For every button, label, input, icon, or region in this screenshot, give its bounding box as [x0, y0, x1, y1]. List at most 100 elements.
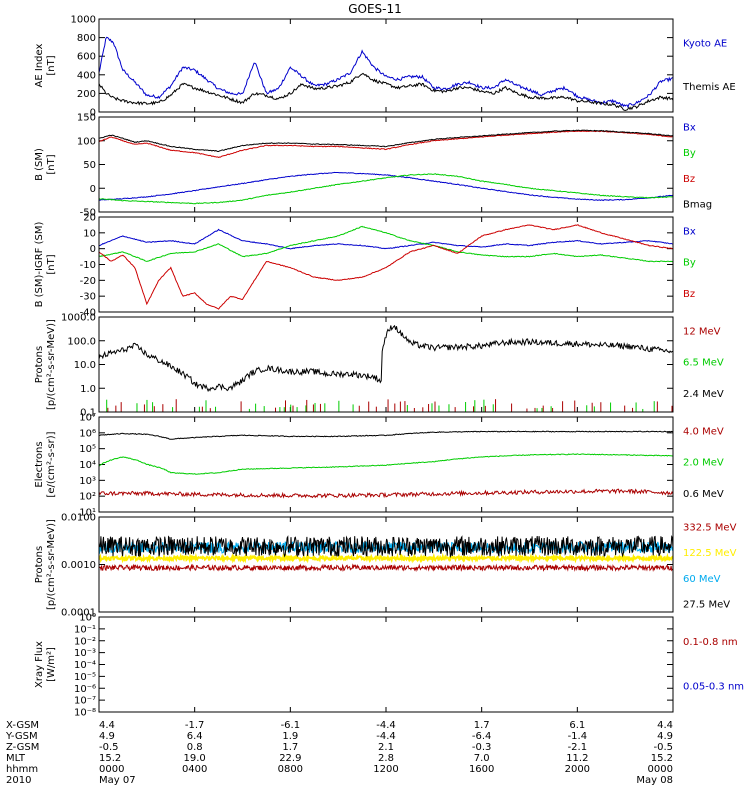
y-tick-label: 0.0010: [61, 560, 96, 571]
y-tick-label: 10¹: [79, 508, 96, 519]
y-tick-label: -40: [80, 308, 96, 319]
y-tick-label: 10⁻⁴: [74, 660, 96, 671]
series-line: [99, 72, 673, 112]
legend-entry: 0.1-0.8 nm: [683, 637, 738, 648]
ephemeris-value: 4.4: [657, 720, 673, 731]
ephemeris-value: 1200: [373, 764, 398, 775]
series-line: [99, 324, 673, 393]
panel-6: 0.0001 0.0010 0.0100 Protons [p/(cm²-s-sr-Me…: [34, 513, 737, 619]
ephemeris-value: 0000: [99, 764, 124, 775]
panel-frame: [98, 18, 674, 113]
panel-frame: [98, 316, 674, 413]
ephemeris-value: -1.7: [185, 720, 205, 731]
ephemeris-value: 1.7: [282, 742, 298, 753]
ephemeris-value: 4.4: [99, 720, 115, 731]
series-line: [99, 563, 673, 573]
y-axis-label: [p/(cm²-s-sr-MeV)]: [46, 319, 57, 410]
ephemeris-row-label: Y-GSM: [5, 731, 38, 742]
ephemeris-value: -1.4: [568, 731, 588, 742]
legend-entry: Bmag: [683, 199, 712, 210]
ephemeris-value: -4.4: [376, 720, 396, 731]
ephemeris-value: 1600: [469, 764, 494, 775]
y-tick-label: 50: [83, 160, 96, 171]
legend-entry: By: [683, 148, 696, 159]
y-tick-label: 1000.0: [61, 313, 96, 324]
ephemeris-value: 6.1: [569, 720, 585, 731]
y-tick-label: 0.0100: [61, 513, 96, 524]
ephemeris-value: May 07: [99, 775, 136, 786]
ephemeris-value: May 08: [636, 775, 673, 786]
series-line: [99, 224, 673, 310]
y-tick-label: 10⁷: [79, 413, 96, 424]
ephemeris-value: 4.9: [657, 731, 673, 742]
series-line: [99, 552, 673, 564]
legend-entry: 27.5 MeV: [683, 599, 730, 610]
y-tick-label: 10.0: [74, 360, 96, 371]
y-tick-label: 10²: [79, 492, 96, 503]
panel-2: -50 0 50 100 150 B (SM) [nT] Bx By Bz Bmag: [34, 113, 712, 219]
y-tick-label: 10⁵: [79, 444, 96, 455]
y-tick-label: -30: [80, 292, 96, 303]
ephemeris-value: -0.5: [653, 742, 673, 753]
ephemeris-value: 1.9: [282, 731, 298, 742]
y-tick-label: 10⁻⁶: [74, 684, 96, 695]
y-axis-label: [e/(cm²-s-sr)]: [46, 431, 57, 497]
y-tick-label: 10⁶: [79, 428, 96, 439]
ephemeris-value: 2000: [565, 764, 590, 775]
ephemeris-value: 0400: [182, 764, 207, 775]
y-tick-label: 10: [83, 228, 96, 239]
series-line: [99, 173, 673, 205]
legend-entry: 2.4 MeV: [683, 389, 724, 400]
y-axis-label: Protons: [34, 546, 45, 583]
y-axis-label: [W/m²]: [46, 647, 57, 682]
legend-entry: 6.5 MeV: [683, 358, 724, 369]
series-line: [99, 225, 673, 263]
legend-entry: 12 MeV: [683, 326, 721, 337]
y-tick-label: 0.0001: [61, 608, 96, 619]
ephemeris-row-label: X-GSM: [6, 720, 39, 731]
ephemeris-table: X-GSMY-GSMZ-GSMMLThhmm20104.44.9-0.515.2…: [5, 720, 673, 786]
y-tick-label: 20: [83, 213, 96, 224]
panel-4: 0.1 1.0 10.0 100.0 1000.0 Protons [p/(cm²-s-sr…: [34, 313, 724, 419]
ephemeris-value: 15.2: [99, 753, 121, 764]
y-tick-label: 10⁻⁸: [74, 708, 96, 719]
series-line: [99, 171, 673, 202]
y-tick-label: 10⁻⁵: [74, 672, 96, 683]
series-line: [99, 430, 673, 440]
y-tick-label: -10: [80, 260, 96, 271]
y-tick-label: 1.0: [80, 384, 96, 395]
legend-entry: 0.6 MeV: [683, 489, 724, 500]
ephemeris-value: -0.3: [472, 742, 492, 753]
y-tick-label: -50: [80, 208, 96, 219]
panel-frame: [98, 116, 674, 213]
series-line: [99, 535, 673, 559]
legend-entry: Bz: [683, 289, 695, 300]
panel-frame: [98, 416, 674, 513]
ephemeris-row-label: 2010: [6, 775, 31, 786]
y-tick-label: 10⁻¹: [74, 624, 96, 635]
panel-frame: [98, 616, 674, 713]
y-axis-label: Electrons: [34, 441, 45, 487]
ephemeris-value: -6.4: [472, 731, 492, 742]
panel-5: 10¹ 10² 10³ 10⁴ 10⁵ 10⁶ 10⁷ Electrons [e/(cm²-s-…: [34, 413, 724, 519]
legend-entry: Bx: [683, 123, 696, 134]
y-tick-label: 10³: [79, 476, 96, 487]
series-line: [99, 36, 673, 109]
y-axis-label: Protons: [34, 346, 45, 383]
ephemeris-row-label: MLT: [6, 753, 26, 764]
legend-entry: 2.0 MeV: [683, 458, 724, 469]
ephemeris-row-label: hhmm: [6, 764, 38, 775]
y-tick-label: 400: [77, 70, 96, 81]
y-tick-label: 1000: [71, 15, 96, 26]
series-line: [99, 228, 673, 250]
legend-entry: 122.5 MeV: [683, 548, 737, 559]
y-tick-label: 10⁻⁷: [74, 696, 96, 707]
ephemeris-row-label: Z-GSM: [6, 742, 39, 753]
y-tick-label: 0.1: [80, 408, 96, 419]
ephemeris-value: -6.1: [281, 720, 301, 731]
y-axis-label: [nT]: [46, 55, 57, 75]
legend-entry: 4.0 MeV: [683, 426, 724, 437]
ephemeris-value: 0.8: [187, 742, 203, 753]
